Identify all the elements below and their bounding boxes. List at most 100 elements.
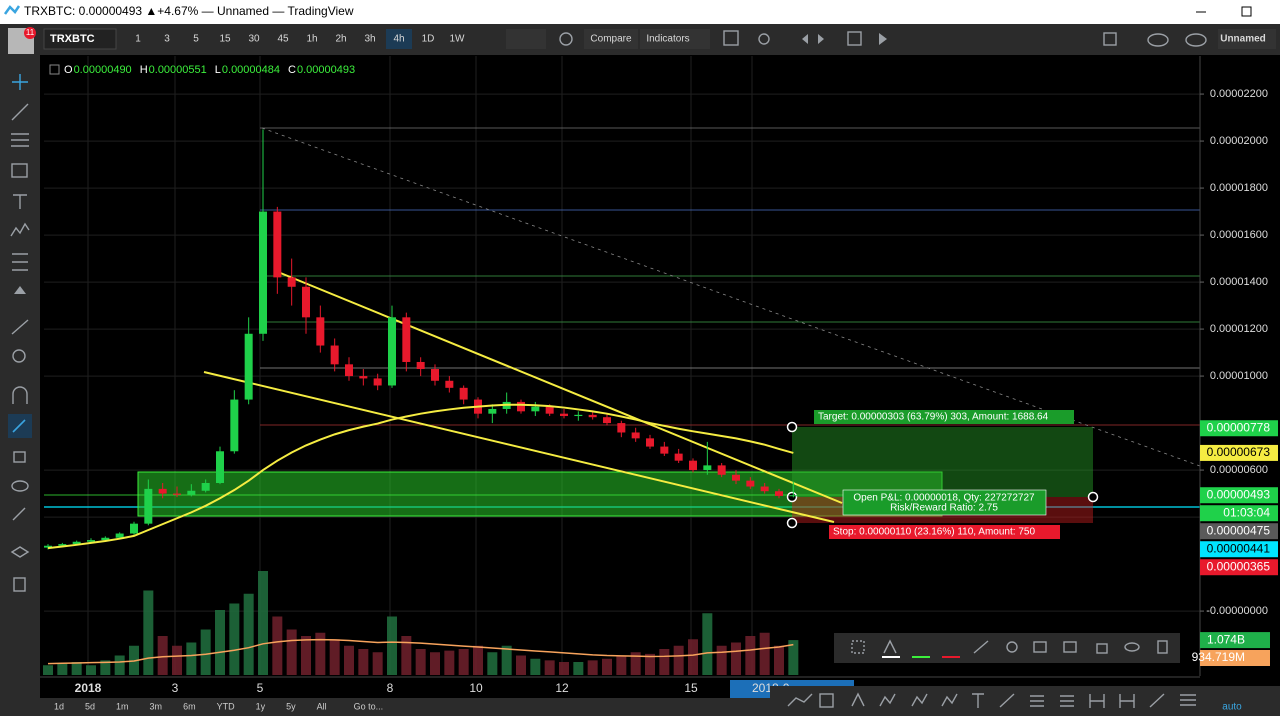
tool[interactable] — [1180, 694, 1196, 706]
stay-drawing-tool[interactable] — [12, 419, 26, 433]
clone[interactable] — [1063, 641, 1077, 653]
object-tree[interactable] — [10, 546, 30, 558]
link-tool[interactable] — [12, 507, 26, 521]
magnet-tool[interactable] — [12, 386, 28, 404]
icon-tool[interactable] — [14, 286, 26, 294]
lock[interactable] — [1096, 643, 1108, 654]
hide[interactable] — [1124, 642, 1140, 652]
handle[interactable] — [1087, 491, 1099, 503]
interval[interactable]: 3 — [164, 34, 170, 45]
volume-bar — [501, 645, 512, 675]
candle-body — [359, 376, 368, 379]
tool[interactable] — [1119, 694, 1135, 708]
indicators-label[interactable]: Indicators — [646, 34, 689, 45]
template[interactable] — [1033, 641, 1047, 653]
text-tool[interactable] — [13, 194, 27, 209]
interval[interactable]: 30 — [248, 34, 260, 45]
chart-type-button[interactable] — [506, 29, 546, 49]
range-button[interactable]: 6m — [183, 701, 196, 711]
range-button[interactable]: 1m — [116, 701, 129, 711]
replay-button[interactable] — [879, 33, 887, 45]
symbol-box[interactable] — [43, 28, 117, 50]
select-tool[interactable] — [851, 640, 865, 654]
range-button[interactable]: 5d — [85, 701, 95, 711]
fib-tool[interactable] — [11, 133, 29, 147]
handle[interactable] — [786, 491, 798, 503]
cloud-load[interactable] — [1147, 33, 1169, 47]
interval[interactable]: 2h — [335, 34, 346, 45]
tool[interactable] — [1060, 695, 1074, 707]
tool[interactable] — [1149, 693, 1165, 708]
auto-scale[interactable]: auto — [1222, 702, 1242, 713]
tool[interactable] — [819, 693, 834, 708]
undo-redo[interactable] — [802, 34, 824, 44]
range-button[interactable]: YTD — [217, 701, 236, 711]
range-button[interactable]: All — [317, 701, 327, 711]
line-tool[interactable] — [973, 640, 989, 654]
trendline-tool[interactable] — [11, 103, 29, 121]
interval[interactable]: 5 — [193, 34, 199, 45]
goto-button[interactable]: Go to... — [354, 701, 384, 711]
legend-key: O — [64, 64, 73, 76]
lock-tool[interactable] — [13, 451, 26, 463]
compare-button[interactable] — [584, 29, 638, 49]
tool[interactable] — [999, 693, 1015, 708]
interval[interactable]: 1h — [306, 34, 317, 45]
interval[interactable]: 1D — [422, 34, 435, 45]
fullscreen-button[interactable] — [847, 31, 862, 46]
range-button[interactable]: 5y — [286, 701, 296, 711]
compare-label[interactable]: Compare — [590, 34, 632, 45]
tool[interactable] — [787, 693, 813, 707]
tool[interactable] — [851, 692, 865, 707]
tool[interactable] — [1089, 694, 1105, 708]
handle[interactable] — [786, 421, 798, 433]
pattern-tool[interactable] — [10, 222, 30, 237]
interval[interactable]: 1W — [450, 34, 466, 45]
prediction-tool[interactable] — [12, 253, 28, 271]
maximize[interactable] — [1241, 6, 1252, 17]
layout-name-box[interactable] — [1218, 29, 1276, 49]
title-bar — [0, 0, 1280, 24]
tool[interactable] — [911, 693, 928, 707]
candle-body — [101, 537, 110, 541]
y-tick-label: 0.00000600 — [1210, 464, 1268, 476]
interval[interactable]: 45 — [277, 34, 289, 45]
measure-tool[interactable] — [11, 319, 29, 335]
delete[interactable] — [1157, 640, 1168, 654]
alert-button[interactable] — [723, 30, 739, 46]
volume-bar — [401, 636, 412, 675]
settings-button[interactable] — [559, 32, 573, 46]
volume-bar — [473, 645, 483, 675]
candle-body — [459, 387, 468, 400]
tool[interactable] — [941, 693, 958, 707]
interval[interactable]: 3h — [364, 34, 375, 45]
tool[interactable] — [972, 693, 984, 708]
remove-tool[interactable] — [13, 577, 26, 592]
text-color[interactable] — [883, 639, 897, 654]
range-button[interactable]: 3m — [150, 701, 163, 711]
shape-tool[interactable] — [11, 163, 28, 178]
crosshair-tool[interactable] — [12, 74, 28, 90]
range-button[interactable]: 1d — [54, 701, 64, 711]
volume-bar — [172, 645, 182, 675]
cloud-save[interactable] — [1185, 33, 1207, 47]
layout-name[interactable]: Unnamed — [1220, 34, 1266, 45]
handle[interactable] — [786, 517, 798, 529]
interval[interactable]: 15 — [219, 34, 231, 45]
layout-button[interactable] — [1103, 32, 1117, 46]
volume-bar — [673, 645, 684, 675]
symbol[interactable]: TRXBTC — [50, 33, 95, 45]
interval[interactable]: 4h — [393, 34, 404, 45]
tool[interactable] — [879, 693, 896, 707]
tool[interactable] — [1030, 695, 1044, 707]
legend-checkbox[interactable] — [49, 64, 60, 75]
volume-bar — [100, 660, 111, 675]
indicators-button[interactable] — [640, 29, 710, 49]
range-button[interactable]: 1y — [256, 701, 266, 711]
theme-button[interactable] — [758, 33, 770, 45]
settings[interactable] — [1006, 641, 1018, 653]
interval[interactable]: 1 — [135, 34, 141, 45]
candle-body — [173, 493, 181, 495]
visibility-tool[interactable] — [11, 480, 29, 492]
zoom-tool[interactable] — [12, 349, 26, 363]
